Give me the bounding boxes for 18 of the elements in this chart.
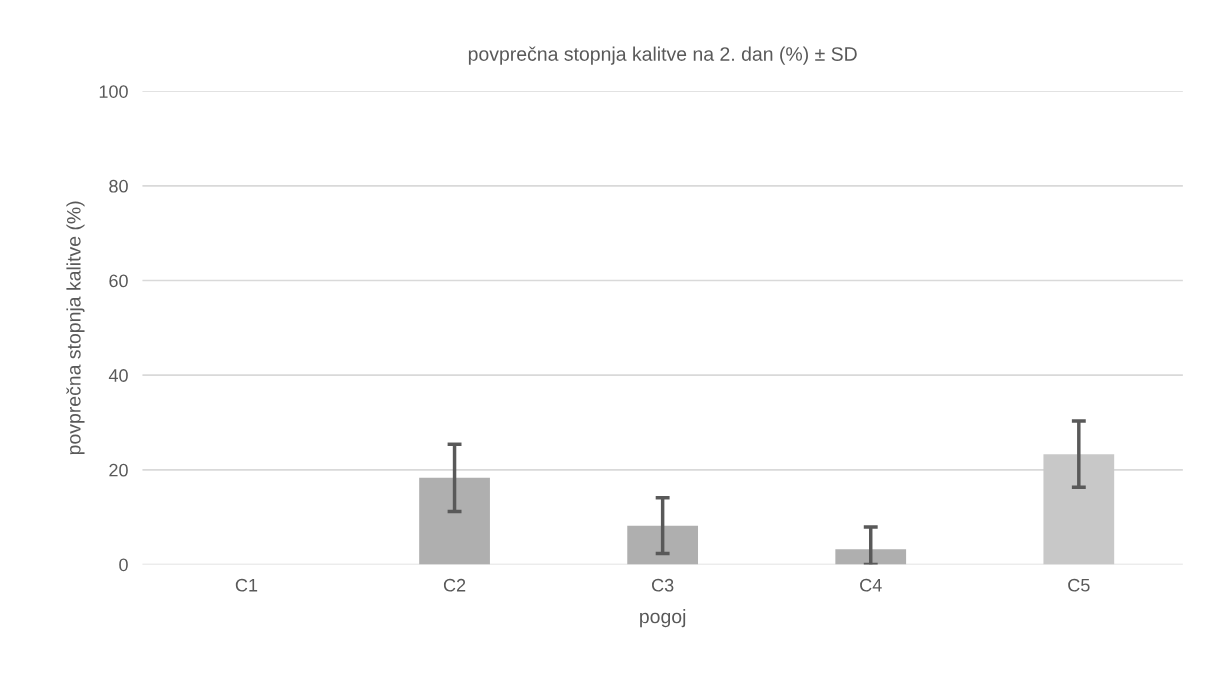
x-tick-label: C5 [1068,578,1090,592]
y-tick-label: 40 [108,369,128,382]
x-tick-label: C2 [443,578,466,592]
bar [419,477,490,565]
x-tick-label: C1 [235,578,258,592]
x-tick-label: C4 [860,578,882,592]
y-tick-label: 80 [109,179,128,193]
x-axis-title: pogoj [640,609,686,628]
y-tick-label: 0 [119,558,128,572]
bar [627,525,699,565]
bar [835,549,907,565]
y-tick-label: 20 [109,463,128,477]
y-tick-label: 60 [109,274,128,288]
y-tick-label: 100 [99,85,128,98]
y-axis-title: povprečna stopnja kalitve (%) [66,201,85,455]
x-tick-label: C3 [652,578,674,592]
chart-title: povprečna stopnja kalitve na 2. dan (%) ± SD [468,46,857,65]
bar [1043,454,1115,565]
